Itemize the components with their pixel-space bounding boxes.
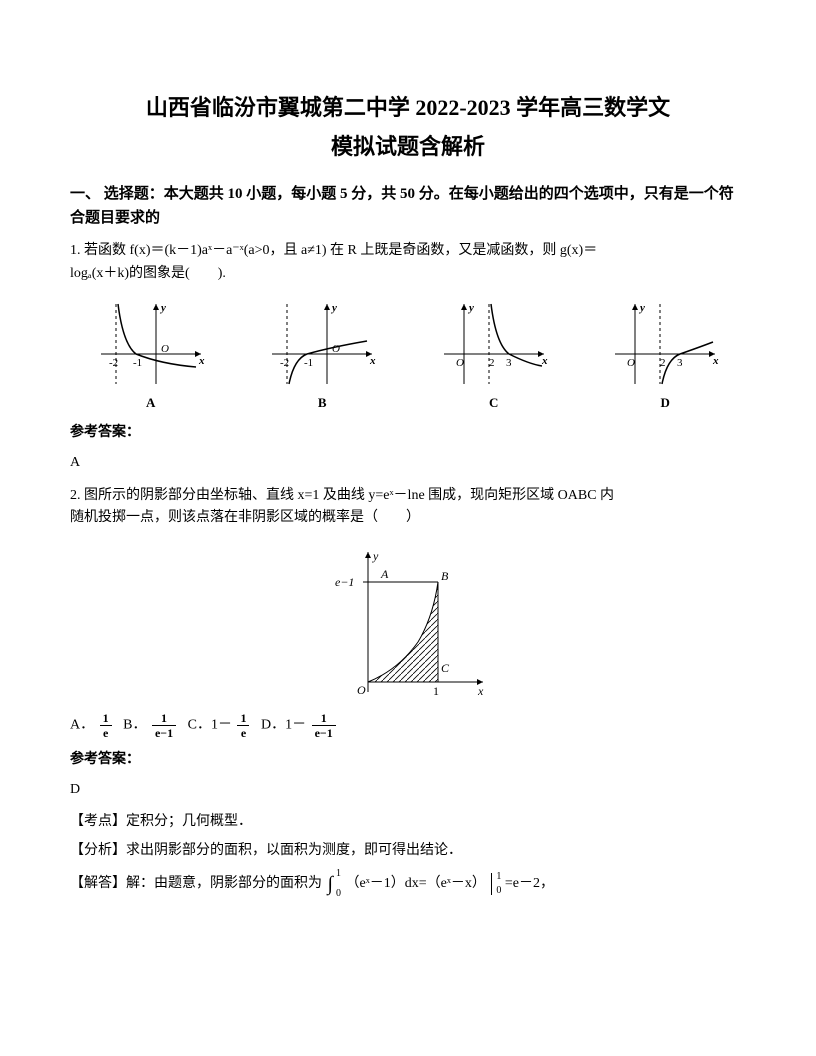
svg-text:x: x [198, 355, 205, 367]
q2-sol-line2: 【分析】求出阴影部分的面积，以面积为测度，即可得出结论． [70, 840, 746, 862]
q2-answer: D [70, 779, 746, 801]
graph-d-label: D [585, 393, 747, 414]
opt-a-frac: 1 e [100, 712, 112, 739]
opt-a-top: 1 [100, 712, 112, 726]
opt-c-top: 1 [237, 712, 249, 726]
graph-b-svg: -2 -1 O x y [262, 299, 382, 389]
svg-text:-1: -1 [133, 357, 142, 369]
opt-d-bot: e−1 [312, 726, 336, 739]
q2-sol-line1: 【考点】定积分；几何概型． [70, 811, 746, 833]
q2-option-a: A． 1 e [70, 712, 114, 739]
svg-text:-2: -2 [280, 357, 289, 369]
opt-d-frac: 1 e−1 [312, 712, 336, 739]
svg-text:-2: -2 [109, 357, 118, 369]
q2-ylabel: e−1 [335, 575, 354, 589]
section-1-header: 一、 选择题：本大题共 10 小题，每小题 5 分，共 50 分。在每小题给出的… [70, 182, 746, 230]
opt-d-top: 1 [312, 712, 336, 726]
graph-c-label: C [413, 393, 575, 414]
sol3-post: =e－2， [505, 876, 554, 891]
opt-b-bot: e−1 [152, 726, 176, 739]
graph-a-label: A [70, 393, 232, 414]
svg-text:B: B [441, 569, 449, 583]
q2-line1: 2. 图所示的阴影部分由坐标轴、直线 x=1 及曲线 y=eˣ－lne 围成，现… [70, 488, 614, 503]
q1-graph-c: O 2 3 x y C [413, 299, 575, 414]
integral-icon: ∫ 1 0 [328, 868, 333, 900]
svg-text:3: 3 [677, 357, 683, 369]
sol3-pre: 【解答】解：由题意，阴影部分的面积为 [70, 876, 322, 891]
svg-text:y: y [638, 302, 645, 314]
q1-line1: 1. 若函数 f(x)＝(k－1)aˣ－a⁻ˣ(a>0，且 a≠1) 在 R 上… [70, 243, 597, 258]
graph-b-label: B [242, 393, 404, 414]
int-upper: 1 [336, 866, 341, 882]
question-1: 1. 若函数 f(x)＝(k－1)aˣ－a⁻ˣ(a>0，且 a≠1) 在 R 上… [70, 240, 746, 474]
q2-sol-line3: 【解答】解：由题意，阴影部分的面积为 ∫ 1 0 （eˣ－1）dx=（eˣ－x）… [70, 868, 746, 900]
svg-text:y: y [372, 549, 379, 563]
svg-text:O: O [627, 357, 635, 369]
opt-a-bot: e [100, 726, 112, 739]
svg-text:x: x [477, 684, 484, 698]
page-title-line1: 山西省临汾市翼城第二中学 2022-2023 学年高三数学文 [70, 90, 746, 125]
page-title-line2: 模拟试题含解析 [70, 129, 746, 164]
q1-graphs-row: -2 -1 O x y A -2 -1 O x y [70, 299, 746, 414]
svg-text:y: y [159, 302, 166, 314]
svg-text:x: x [541, 355, 548, 367]
svg-text:x: x [369, 355, 376, 367]
svg-text:-1: -1 [304, 357, 313, 369]
opt-a-label: A． [70, 717, 94, 732]
graph-c-svg: O 2 3 x y [434, 299, 554, 389]
svg-text:O: O [332, 343, 340, 355]
svg-text:y: y [467, 302, 474, 314]
svg-text:O: O [161, 343, 169, 355]
q1-text: 1. 若函数 f(x)＝(k－1)aˣ－a⁻ˣ(a>0，且 a≠1) 在 R 上… [70, 240, 746, 285]
q1-graph-b: -2 -1 O x y B [242, 299, 404, 414]
bar-lower: 0 [496, 883, 501, 899]
svg-text:2: 2 [660, 357, 666, 369]
graph-d-svg: O 2 3 x y [605, 299, 725, 389]
opt-b-label: B． [123, 717, 146, 732]
q2-line2: 随机投掷一点，则该点落在非阴影区域的概率是（ ） [70, 510, 420, 525]
opt-c-frac: 1 e [237, 712, 249, 739]
question-2: 2. 图所示的阴影部分由坐标轴、直线 x=1 及曲线 y=eˣ－lne 围成，现… [70, 485, 746, 900]
opt-b-frac: 1 e−1 [152, 712, 176, 739]
q2-figure-svg: e−1 A B C O 1 x y [323, 542, 493, 702]
q2-options: A． 1 e B． 1 e−1 C．1－ 1 e D．1－ 1 e−1 [70, 712, 746, 739]
q1-graph-a: -2 -1 O x y A [70, 299, 232, 414]
svg-text:O: O [456, 357, 464, 369]
eval-bar-icon: 1 0 [491, 873, 492, 895]
q1-answer-label: 参考答案： [70, 422, 746, 444]
q2-text: 2. 图所示的阴影部分由坐标轴、直线 x=1 及曲线 y=eˣ－lne 围成，现… [70, 485, 746, 530]
graph-a-svg: -2 -1 O x y [91, 299, 211, 389]
opt-d-label: D．1－ [261, 717, 306, 732]
opt-c-bot: e [237, 726, 249, 739]
svg-text:3: 3 [506, 357, 512, 369]
q2-answer-label: 参考答案： [70, 749, 746, 771]
q2-option-d: D．1－ 1 e−1 [261, 712, 338, 739]
q1-line2: logₐ(x＋k)的图象是( ). [70, 266, 226, 281]
q2-option-c: C．1－ 1 e [188, 712, 252, 739]
opt-b-top: 1 [152, 712, 176, 726]
svg-text:A: A [380, 567, 389, 581]
sol3-mid: （eˣ－1）dx=（eˣ－x） [345, 876, 485, 891]
svg-text:O: O [357, 683, 366, 697]
q1-answer: A [70, 452, 746, 474]
q2-option-b: B． 1 e−1 [123, 712, 178, 739]
svg-text:y: y [330, 302, 337, 314]
int-lower: 0 [336, 886, 341, 902]
svg-text:C: C [441, 661, 450, 675]
q2-figure: e−1 A B C O 1 x y [70, 542, 746, 702]
q1-graph-d: O 2 3 x y D [585, 299, 747, 414]
svg-text:1: 1 [433, 684, 439, 698]
opt-c-label: C．1－ [188, 717, 232, 732]
svg-text:x: x [712, 355, 719, 367]
svg-text:2: 2 [489, 357, 495, 369]
